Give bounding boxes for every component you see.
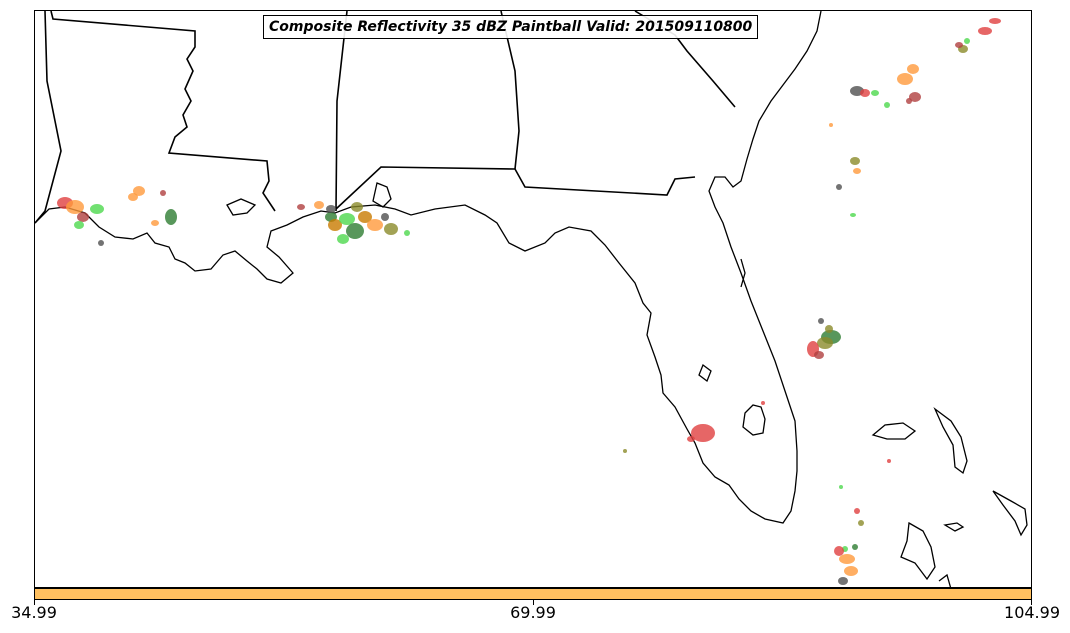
paintball-blob [871, 90, 879, 96]
colorbar [34, 588, 1032, 600]
paintball-blob [836, 184, 842, 190]
delta-islands [226, 198, 257, 216]
paintball-blob [74, 221, 84, 229]
bay-1 [372, 182, 392, 208]
paintball-blob [989, 18, 1001, 24]
bay-2 [740, 258, 746, 288]
paintball-blob [346, 223, 364, 239]
colorbar-tick-label: 104.99 [1004, 603, 1060, 622]
lake-okeechobee [742, 404, 766, 436]
paintball-blob [90, 204, 104, 214]
paintball-blob [858, 520, 864, 526]
paintball-blob [838, 577, 848, 585]
paintball-blob [160, 190, 166, 196]
paintball-blob [77, 212, 89, 222]
paintball-blob [853, 168, 861, 174]
paintball-blob [314, 201, 324, 209]
bay-3 [698, 363, 712, 383]
coastlines [35, 11, 1028, 589]
paintball-blob [358, 211, 372, 223]
colorbar-tick-label: 34.99 [11, 603, 57, 622]
coast-gulf [35, 11, 822, 524]
colorbar-tick-left [34, 600, 35, 605]
paintball-blob [337, 234, 349, 244]
bahamas-1 [871, 422, 917, 440]
bahamas-5 [943, 522, 965, 532]
bahamas-6 [938, 573, 952, 589]
paintball-blob [829, 123, 833, 127]
paintball-blob [850, 157, 860, 165]
paintball-blob [834, 546, 844, 556]
border-al-ga [500, 11, 520, 170]
paintball-blob [860, 89, 870, 97]
border-la-tx [35, 11, 62, 224]
map-panel [34, 10, 1032, 589]
paintball-blob [909, 92, 921, 102]
paintball-blob [907, 64, 919, 74]
paintball-blob [66, 200, 84, 214]
colorbar-tick-right [1031, 600, 1032, 605]
paintball-blob [761, 401, 765, 405]
paintball-blob [825, 325, 833, 333]
paintball-blob [98, 240, 104, 246]
paintball-blob [897, 73, 913, 85]
bahamas-3 [992, 490, 1028, 537]
bahamas-4 [900, 521, 936, 581]
paintball-blob [165, 209, 177, 225]
paintball-blob [884, 102, 890, 108]
paintball-blob [351, 202, 363, 212]
border-al-fl [335, 166, 696, 210]
border-ar-ms [50, 11, 276, 212]
paintball-blob [151, 220, 159, 226]
paintball-blob [339, 213, 355, 225]
paintball-blob [818, 318, 824, 324]
bahamas-2 [933, 406, 968, 475]
paintball-blob [404, 230, 410, 236]
paintball-blob [691, 424, 715, 442]
paintball-blob [839, 485, 843, 489]
paintball-blob [955, 42, 963, 48]
map-canvas [35, 11, 1028, 589]
border-ms-al [335, 11, 348, 212]
paintball-blob [844, 566, 858, 576]
paintball-blob [852, 544, 858, 550]
paintball-blob [964, 38, 970, 44]
paintball-blob [839, 554, 855, 564]
paintball-blob [297, 204, 305, 210]
paintball-blob [367, 219, 383, 231]
paintball-blob [887, 459, 891, 463]
paintball-layer [57, 18, 1001, 585]
colorbar-tick-mid [533, 600, 534, 605]
paintball-blob [328, 219, 342, 231]
paintball-blob [854, 508, 860, 514]
paintball-blob [133, 186, 145, 196]
paintball-blob [623, 449, 627, 453]
paintball-blob [850, 213, 856, 217]
paintball-blob [814, 351, 824, 359]
colorbar-tick-label: 69.99 [510, 603, 556, 622]
paintball-blob [384, 223, 398, 235]
paintball-blob [906, 98, 912, 104]
paintball-blob [978, 27, 992, 35]
paintball-blob [687, 436, 695, 442]
paintball-blob [817, 337, 833, 349]
paintball-blob [381, 213, 389, 221]
map-title: Composite Reflectivity 35 dBZ Paintball … [263, 15, 759, 39]
state-borders [35, 11, 736, 224]
paintball-blob [326, 205, 336, 213]
